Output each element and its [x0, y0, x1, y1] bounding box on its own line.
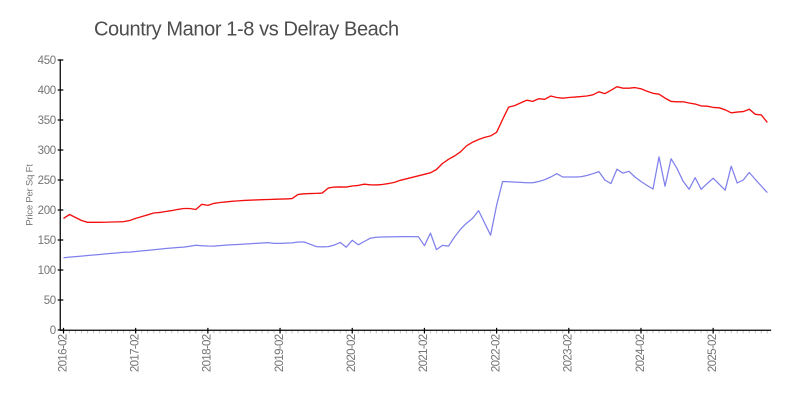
- svg-text:2020-02: 2020-02: [346, 334, 358, 372]
- svg-text:2023-02: 2023-02: [563, 334, 575, 372]
- svg-text:100: 100: [38, 265, 56, 277]
- svg-text:2019-02: 2019-02: [274, 334, 286, 372]
- svg-text:350: 350: [38, 115, 56, 127]
- svg-text:2021-02: 2021-02: [418, 334, 430, 372]
- svg-text:200: 200: [38, 205, 56, 217]
- svg-text:250: 250: [38, 175, 56, 187]
- svg-text:Price Per Sq Ft: Price Per Sq Ft: [25, 164, 36, 226]
- svg-text:2025-02: 2025-02: [707, 334, 719, 372]
- svg-text:2018-02: 2018-02: [202, 334, 214, 372]
- svg-text:400: 400: [38, 85, 56, 97]
- svg-text:2017-02: 2017-02: [129, 334, 141, 372]
- svg-text:50: 50: [44, 295, 56, 307]
- svg-text:2024-02: 2024-02: [635, 334, 647, 372]
- svg-text:0: 0: [50, 325, 56, 337]
- svg-text:450: 450: [38, 55, 56, 67]
- svg-text:2016-02: 2016-02: [57, 334, 69, 372]
- svg-text:300: 300: [38, 145, 56, 157]
- svg-text:Country Manor 1-8 vs Delray Be: Country Manor 1-8 vs Delray Beach: [94, 19, 399, 41]
- svg-text:150: 150: [38, 235, 56, 247]
- svg-text:2022-02: 2022-02: [490, 334, 502, 372]
